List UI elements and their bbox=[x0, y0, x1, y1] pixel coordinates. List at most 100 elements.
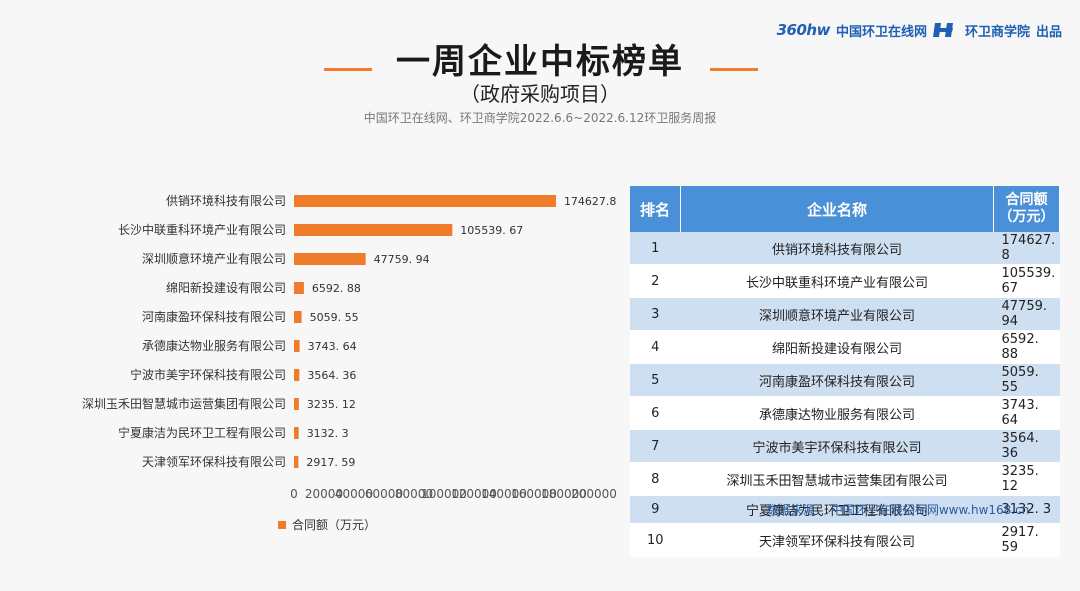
value-label: 2917. 59 bbox=[306, 456, 355, 469]
header-amount: 合同额 （万元） bbox=[993, 186, 1060, 232]
value-label: 3132. 3 bbox=[307, 427, 349, 440]
category-label: 河南康盈环保科技有限公司 bbox=[142, 309, 286, 324]
company-cell: 河南康盈环保科技有限公司 bbox=[680, 363, 994, 397]
bar bbox=[294, 456, 299, 468]
amount-cell: 3564. 36 bbox=[993, 429, 1060, 463]
x-tick-label: 80000 bbox=[395, 487, 433, 501]
rank-cell: 6 bbox=[630, 396, 681, 430]
bar bbox=[294, 369, 300, 381]
bar bbox=[294, 224, 453, 236]
table-row: 10 天津领军环保科技有限公司 2917. 59 bbox=[630, 523, 1060, 557]
value-label: 6592. 88 bbox=[312, 282, 361, 295]
page-caption: 中国环卫在线网、环卫商学院2022.6.6~2022.6.12环卫服务周报 bbox=[363, 111, 717, 125]
amount-cell: 47759. 94 bbox=[993, 297, 1060, 331]
amount-cell: 3235. 12 bbox=[993, 462, 1060, 496]
x-tick-label: 40000 bbox=[335, 487, 373, 501]
value-label: 105539. 67 bbox=[460, 224, 523, 237]
company-cell: 深圳顺意环境产业有限公司 bbox=[680, 297, 994, 331]
amount-cell: 105539. 67 bbox=[993, 264, 1060, 298]
page-title: 一周企业中标榜单 bbox=[396, 42, 684, 82]
x-tick-label: 200000 bbox=[571, 487, 617, 501]
bar bbox=[294, 398, 299, 410]
table-row: 7 宁波市美宇环保科技有限公司 3564. 36 bbox=[630, 429, 1060, 463]
category-label: 宁夏康洁为民环卫工程有限公司 bbox=[118, 425, 286, 440]
value-label: 47759. 94 bbox=[374, 253, 430, 266]
title-decor-left bbox=[324, 68, 372, 71]
x-tick-label: 180000 bbox=[541, 487, 587, 501]
title-decor-right bbox=[710, 68, 758, 71]
header-company: 企业名称 bbox=[680, 186, 994, 232]
bar bbox=[294, 253, 366, 265]
data-source: 数据来源： 中国环卫在线招标网www.hw168.cn bbox=[767, 503, 1030, 517]
table-row: 9 宁夏康洁为民环卫工程有限公司 3132. 3 bbox=[630, 495, 1060, 524]
company-cell: 长沙中联重科环境产业有限公司 bbox=[680, 264, 994, 298]
amount-cell: 3132. 3 bbox=[993, 495, 1060, 524]
page-subtitle: （政府采购项目） bbox=[460, 82, 620, 106]
company-cell: 绵阳新投建设有限公司 bbox=[680, 330, 994, 364]
legend-label: 合同额（万元） bbox=[292, 518, 377, 532]
value-label: 3564. 36 bbox=[307, 369, 356, 382]
category-label: 宁波市美宇环保科技有限公司 bbox=[130, 367, 286, 382]
brand-suffix: 出品 bbox=[1035, 24, 1062, 40]
table-row: 3 深圳顺意环境产业有限公司 47759. 94 bbox=[630, 297, 1060, 331]
bar-chart: 供销环境科技有限公司 174627.8 长沙中联重科环境产业有限公司 105539. … bbox=[82, 193, 617, 501]
amount-cell: 3743. 64 bbox=[993, 396, 1060, 430]
category-label: 供销环境科技有限公司 bbox=[166, 193, 286, 208]
rank-cell: 8 bbox=[630, 462, 681, 496]
company-cell: 天津领军环保科技有限公司 bbox=[680, 523, 994, 557]
x-tick-label: 120000 bbox=[451, 487, 497, 501]
table-row: 2 长沙中联重科环境产业有限公司 105539. 67 bbox=[630, 264, 1060, 298]
company-cell: 宁波市美宇环保科技有限公司 bbox=[680, 429, 994, 463]
category-label: 深圳玉禾田智慧城市运营集团有限公司 bbox=[82, 396, 286, 411]
brand-site-name: 中国环卫在线网 bbox=[835, 24, 927, 40]
x-tick-label: 60000 bbox=[365, 487, 403, 501]
rank-cell: 4 bbox=[630, 330, 681, 364]
rank-cell: 10 bbox=[630, 523, 681, 557]
category-label: 承德康达物业服务有限公司 bbox=[142, 338, 286, 353]
brand-logo-360hw: 360hw bbox=[776, 21, 831, 39]
legend-swatch bbox=[278, 520, 286, 529]
bar bbox=[294, 282, 304, 294]
hw-school-logo-icon bbox=[932, 23, 953, 37]
table-row: 5 河南康盈环保科技有限公司 5059. 55 bbox=[630, 363, 1060, 397]
bar bbox=[294, 340, 300, 352]
company-cell: 宁夏康洁为民环卫工程有限公司 bbox=[680, 495, 994, 524]
company-cell: 深圳玉禾田智慧城市运营集团有限公司 bbox=[680, 462, 994, 496]
rank-cell: 5 bbox=[630, 363, 681, 397]
x-tick-label: 100000 bbox=[421, 487, 467, 501]
value-label: 174627.8 bbox=[564, 195, 617, 208]
table-row: 8 深圳玉禾田智慧城市运营集团有限公司 3235. 12 bbox=[630, 462, 1060, 496]
category-label: 长沙中联重科环境产业有限公司 bbox=[118, 222, 286, 237]
bar bbox=[294, 311, 302, 323]
table-row: 4 绵阳新投建设有限公司 6592. 88 bbox=[630, 330, 1060, 364]
amount-cell: 174627. 8 bbox=[993, 232, 1060, 265]
header-amount-line2: （万元） bbox=[998, 209, 1055, 225]
table-row: 6 承德康达物业服务有限公司 3743. 64 bbox=[630, 396, 1060, 430]
brand-school-name: 环卫商学院 bbox=[964, 24, 1030, 40]
rank-cell: 7 bbox=[630, 429, 681, 463]
rank-cell: 9 bbox=[630, 495, 681, 524]
category-label: 深圳顺意环境产业有限公司 bbox=[142, 251, 286, 266]
rank-cell: 2 bbox=[630, 264, 681, 298]
amount-cell: 6592. 88 bbox=[993, 330, 1060, 364]
amount-cell: 2917. 59 bbox=[993, 523, 1060, 557]
category-label: 天津领军环保科技有限公司 bbox=[142, 455, 286, 469]
x-tick-label: 160000 bbox=[511, 487, 557, 501]
x-tick-label: 0 bbox=[290, 487, 298, 501]
brand-header: 360hw 中国环卫在线网 环卫商学院 出品 bbox=[777, 20, 1062, 40]
header-amount-line1: 合同额 bbox=[1005, 192, 1048, 208]
bar bbox=[294, 427, 299, 439]
x-tick-label: 20000 bbox=[305, 487, 343, 501]
company-cell: 供销环境科技有限公司 bbox=[680, 232, 994, 265]
amount-cell: 5059. 55 bbox=[993, 363, 1060, 397]
category-label: 绵阳新投建设有限公司 bbox=[166, 280, 286, 295]
rank-cell: 1 bbox=[630, 232, 681, 265]
chart-legend: 合同额（万元） bbox=[278, 516, 376, 533]
x-tick-label: 140000 bbox=[481, 487, 527, 501]
header-rank: 排名 bbox=[630, 186, 681, 232]
value-label: 3743. 64 bbox=[308, 340, 357, 353]
rank-cell: 3 bbox=[630, 297, 681, 331]
table-row: 1 供销环境科技有限公司 174627. 8 bbox=[630, 232, 1060, 265]
company-cell: 承德康达物业服务有限公司 bbox=[680, 396, 994, 430]
